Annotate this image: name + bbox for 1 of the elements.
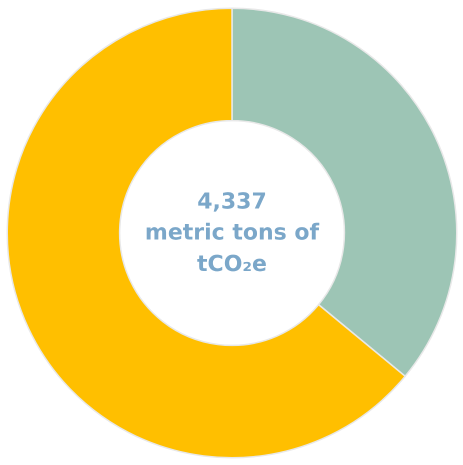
text: 4,337 metric tons of tCO₂e <box>144 189 320 277</box>
